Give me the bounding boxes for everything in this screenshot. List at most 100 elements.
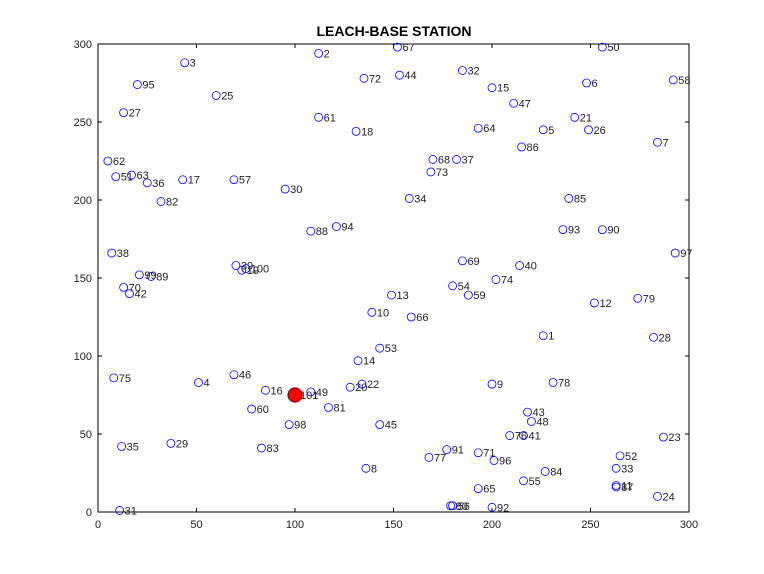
sensor-node-label: 55 bbox=[529, 476, 541, 488]
sensor-node-marker bbox=[284, 420, 294, 430]
sensor-node-label: 51 bbox=[121, 172, 133, 184]
base-station-label: 101 bbox=[300, 390, 318, 402]
sensor-node-label: 100 bbox=[251, 264, 269, 276]
sensor-node-label: 99 bbox=[144, 270, 156, 282]
sensor-node-label: 42 bbox=[135, 289, 147, 301]
base-station-group: 101 bbox=[287, 387, 318, 403]
sensor-node-label: 14 bbox=[363, 356, 375, 368]
sensor-node-marker bbox=[615, 451, 625, 461]
sensor-node-marker bbox=[564, 194, 574, 203]
sensor-node-label: 67 bbox=[402, 42, 414, 54]
sensor-node-marker bbox=[375, 343, 385, 353]
sensor-node-label: 49 bbox=[316, 387, 328, 399]
sensor-node-marker bbox=[357, 379, 367, 389]
sensor-node-label: 7 bbox=[662, 137, 668, 149]
sensor-node-marker bbox=[280, 184, 290, 194]
sensor-node-label: 65 bbox=[483, 484, 495, 496]
sensor-node-marker bbox=[473, 484, 483, 494]
sensor-node-label: 40 bbox=[525, 261, 537, 273]
sensor-node-label: 89 bbox=[156, 271, 168, 283]
sensor-node-marker bbox=[540, 467, 550, 476]
sensor-node-label: 52 bbox=[625, 451, 637, 463]
sensor-node-marker bbox=[109, 373, 119, 383]
sensor-node-label: 1 bbox=[548, 331, 554, 343]
sensor-node-marker bbox=[487, 379, 497, 389]
sensor-node-marker bbox=[558, 225, 568, 235]
sensor-node-marker bbox=[649, 332, 658, 342]
y-tick-label: 50 bbox=[80, 429, 92, 441]
y-tick-label: 150 bbox=[74, 273, 92, 285]
sensor-node-label: 87 bbox=[621, 482, 633, 494]
sensor-node-marker bbox=[107, 248, 117, 258]
sensor-node-label: 2 bbox=[324, 48, 330, 60]
sensor-node-label: 75 bbox=[119, 373, 131, 385]
sensor-node-marker bbox=[487, 502, 497, 512]
sensor-node-label: 24 bbox=[662, 491, 674, 503]
sensor-node-label: 62 bbox=[113, 156, 125, 168]
sensor-node-marker bbox=[229, 370, 239, 380]
sensor-node-label: 77 bbox=[434, 452, 446, 464]
sensor-node-label: 8 bbox=[371, 463, 377, 475]
sensor-node-label: 6 bbox=[592, 78, 598, 90]
sensor-node-marker bbox=[463, 290, 473, 300]
sensor-node-marker bbox=[247, 404, 257, 414]
sensor-node-label: 30 bbox=[290, 184, 302, 196]
sensor-node-label: 34 bbox=[414, 193, 426, 205]
sensor-node-label: 85 bbox=[574, 193, 586, 205]
sensor-node-label: 71 bbox=[483, 448, 495, 460]
sensor-node-marker bbox=[515, 261, 524, 270]
sensor-nodes: 1234567891012131415161718192021222324252… bbox=[103, 42, 692, 517]
sensor-node-label: 86 bbox=[527, 142, 539, 154]
sensor-node-label: 82 bbox=[166, 197, 178, 209]
sensor-node-label: 90 bbox=[607, 225, 619, 237]
sensor-node-marker bbox=[367, 307, 377, 317]
sensor-node-marker bbox=[519, 476, 528, 486]
y-tick-label: 200 bbox=[74, 195, 92, 207]
sensor-node-marker bbox=[117, 442, 127, 451]
sensor-node-marker bbox=[241, 264, 251, 274]
sensor-node-marker bbox=[351, 126, 361, 136]
sensor-node-marker bbox=[375, 420, 385, 430]
sensor-node-marker bbox=[458, 256, 467, 266]
chart-title: LEACH-BASE STATION bbox=[316, 23, 471, 39]
sensor-node-marker bbox=[590, 298, 599, 308]
y-tick-label: 0 bbox=[86, 507, 92, 519]
sensor-node-label: 92 bbox=[497, 502, 509, 514]
sensor-node-label: 46 bbox=[239, 370, 251, 382]
sensor-node-marker bbox=[314, 112, 324, 122]
sensor-node-marker bbox=[668, 75, 678, 85]
sensor-node-marker bbox=[509, 98, 519, 108]
sensor-node-label: 17 bbox=[188, 175, 200, 187]
sensor-node-marker bbox=[442, 445, 452, 455]
sensor-node-marker bbox=[194, 378, 203, 387]
sensor-node-marker bbox=[387, 290, 396, 300]
sensor-node-marker bbox=[611, 481, 621, 490]
sensor-node-marker bbox=[125, 289, 134, 299]
sensor-node-marker bbox=[448, 281, 458, 291]
sensor-node-label: 91 bbox=[452, 445, 464, 457]
sensor-node-label: 3 bbox=[190, 58, 196, 70]
sensor-node-marker bbox=[395, 70, 404, 80]
sensor-node-marker bbox=[548, 378, 558, 387]
sensor-node-label: 88 bbox=[316, 226, 328, 238]
sensor-node-label: 44 bbox=[404, 70, 416, 82]
sensor-node-marker bbox=[134, 270, 144, 280]
x-tick-label: 200 bbox=[483, 519, 501, 531]
sensor-node-marker bbox=[458, 66, 467, 75]
sensor-node-marker bbox=[582, 78, 591, 88]
sensor-node-marker bbox=[538, 125, 548, 135]
sensor-node-marker bbox=[361, 463, 371, 473]
sensor-node-label: 23 bbox=[668, 432, 680, 444]
sensor-node-marker bbox=[570, 112, 580, 122]
sensor-node-label: 94 bbox=[341, 222, 353, 234]
sensor-node-marker bbox=[306, 226, 316, 236]
sensor-node-marker bbox=[489, 456, 499, 465]
sensor-node-marker bbox=[115, 506, 125, 515]
sensor-node-marker bbox=[119, 108, 129, 118]
sensor-node-marker bbox=[314, 48, 324, 58]
y-tick-label: 100 bbox=[74, 351, 92, 363]
sensor-node-marker bbox=[519, 431, 528, 440]
sensor-node-marker bbox=[670, 248, 680, 258]
